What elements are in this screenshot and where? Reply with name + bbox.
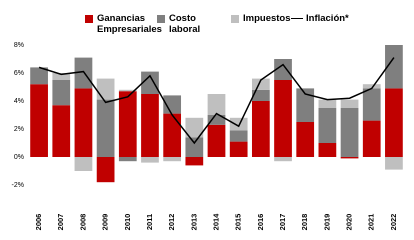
legend-key — [231, 15, 239, 23]
bar — [30, 67, 48, 85]
legend-label: Costo laboral — [169, 13, 201, 35]
bar — [274, 157, 292, 162]
bar — [118, 89, 137, 92]
bar — [52, 73, 71, 80]
bar — [207, 124, 226, 157]
legend-item: Inflación* — [291, 13, 361, 24]
bar — [118, 157, 137, 162]
x-tick-label: 2022 — [389, 214, 398, 231]
bar — [362, 84, 381, 89]
bar — [207, 94, 226, 115]
bar — [318, 143, 337, 157]
bar — [251, 89, 270, 101]
x-tick-label: 2019 — [322, 214, 331, 231]
legend-key — [85, 15, 93, 23]
bar — [340, 99, 359, 108]
bar — [118, 91, 137, 157]
bar — [274, 80, 292, 157]
x-tick-label: 2017 — [278, 214, 287, 231]
bar — [385, 45, 403, 89]
bar — [141, 94, 159, 157]
legend-label: Impuestos — [243, 13, 291, 24]
legend-label: Inflación* — [306, 13, 349, 24]
x-tick-label: 2016 — [256, 214, 265, 231]
x-tick-label: 2020 — [345, 214, 354, 231]
y-tick-label: 4% — [14, 98, 24, 105]
x-tick-label: 2012 — [167, 214, 176, 231]
x-tick-label: 2018 — [300, 214, 309, 231]
bar — [96, 99, 115, 157]
bar — [141, 157, 159, 163]
y-tick-label: -2% — [12, 182, 24, 189]
bar — [229, 141, 248, 157]
y-tick-label: 0% — [14, 154, 24, 161]
bar — [340, 108, 359, 157]
legend-item: Costo laboral — [157, 13, 229, 35]
x-tick-label: 2015 — [234, 214, 243, 231]
bar — [163, 95, 182, 114]
bar — [185, 157, 204, 166]
bar — [74, 57, 93, 89]
bar — [30, 84, 48, 157]
bar — [96, 157, 115, 183]
legend-key — [291, 18, 303, 19]
bar — [141, 71, 159, 94]
chart: -2% 0% 2% 4% 6% 8% 2006 2007 2008 2009 2010 2011 201… — [12, 13, 403, 231]
x-tick-label: 2007 — [56, 214, 65, 231]
x-tick-label: 2011 — [145, 214, 154, 230]
legend-key — [157, 15, 165, 23]
bar — [296, 88, 315, 122]
x-tick-label: 2008 — [78, 214, 87, 231]
legend-label: Ganancias Empresariales — [97, 13, 162, 35]
bar — [362, 120, 381, 157]
line — [38, 57, 395, 145]
bar — [74, 88, 93, 157]
bar — [185, 137, 204, 157]
bar — [52, 80, 71, 106]
y-tick-label: 6% — [14, 70, 24, 77]
bar — [340, 157, 359, 159]
bar — [229, 130, 248, 142]
bar — [229, 117, 248, 131]
bar — [296, 122, 315, 157]
bar — [52, 105, 71, 157]
bar — [318, 99, 337, 108]
legend-item: Impuestos — [231, 13, 291, 24]
x-tick-label: 2010 — [123, 214, 132, 231]
bar — [96, 78, 115, 100]
bar — [251, 78, 270, 90]
bar — [362, 88, 381, 121]
x-tick-label: 2006 — [34, 214, 43, 231]
bar — [185, 117, 204, 138]
bar — [318, 108, 337, 143]
y-tick-label: 2% — [14, 126, 24, 133]
bar — [385, 157, 403, 170]
bar — [74, 157, 93, 171]
bar — [274, 59, 292, 80]
x-tick-label: 2021 — [367, 214, 376, 231]
x-tick-label: 2014 — [211, 213, 220, 231]
bar — [207, 115, 226, 125]
bar — [163, 157, 182, 162]
bar — [251, 101, 270, 157]
legend-item: Ganancias Empresariales — [85, 13, 162, 35]
bar — [163, 113, 182, 157]
x-tick-label: 2013 — [189, 214, 198, 231]
y-tick-label: 8% — [14, 42, 24, 49]
bar — [385, 88, 403, 157]
plot: -2% 0% 2% 4% 6% 8% 2006 2007 2008 2009 2010 2011 201… — [12, 42, 403, 231]
x-tick-label: 2009 — [101, 214, 110, 231]
